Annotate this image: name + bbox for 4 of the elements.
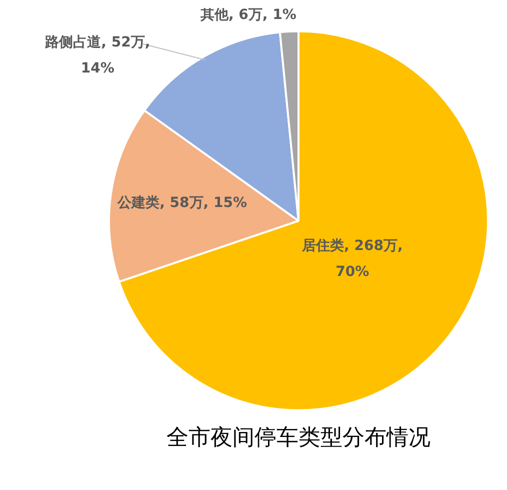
slice-label: 居住类, 268万, 70% xyxy=(301,238,403,280)
text: 全市夜间停车类型分布情况 xyxy=(166,424,430,450)
slice-label: 公建类, 58万, 15% xyxy=(116,195,247,212)
slice-label: 路侧占道, 52万, 14% xyxy=(44,34,150,77)
